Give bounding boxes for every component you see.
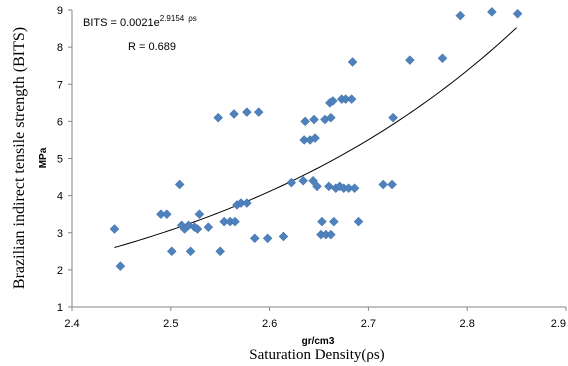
data-point xyxy=(387,179,397,190)
data-point xyxy=(317,216,327,227)
y-tick-label: 6 xyxy=(57,116,63,128)
y-tick-label: 1 xyxy=(57,302,63,314)
y-axis-title: Brazilian indirect tensile strength (BIT… xyxy=(11,27,28,289)
equation-prefix: BITS = 0.0021e xyxy=(83,17,160,29)
data-point xyxy=(300,116,311,127)
data-point xyxy=(203,222,214,233)
x-tick-label: 2.7 xyxy=(361,318,376,330)
data-point xyxy=(161,209,172,220)
y-tick-label: 5 xyxy=(57,154,63,166)
x-tick-label: 2.4 xyxy=(64,318,79,330)
data-point xyxy=(326,229,336,240)
equation-exponent: 2.9154 xyxy=(160,14,185,23)
r-value-label: R = 0.689 xyxy=(128,41,176,53)
x-axis-unit: gr/cm3 xyxy=(302,336,335,347)
data-point xyxy=(242,107,252,117)
data-point xyxy=(378,179,389,190)
data-points xyxy=(109,7,523,272)
x-tick-label: 2.6 xyxy=(262,318,277,330)
x-axis-title: Saturation Density(ρs) xyxy=(249,347,384,363)
data-point xyxy=(278,231,289,242)
data-point xyxy=(405,55,415,65)
y-tick-label: 7 xyxy=(57,79,63,91)
y-tick-label: 8 xyxy=(57,42,63,54)
data-point xyxy=(298,175,309,186)
data-point xyxy=(455,10,466,21)
data-point xyxy=(388,112,398,123)
equation-variable: ρs xyxy=(188,14,197,23)
data-point xyxy=(308,175,318,186)
data-point xyxy=(229,109,239,119)
data-point xyxy=(194,209,205,220)
data-point xyxy=(327,96,338,106)
data-point xyxy=(328,216,339,227)
y-tick-label: 9 xyxy=(57,5,63,17)
data-point xyxy=(353,216,364,227)
y-axis-unit: MPa xyxy=(38,147,49,168)
trendline-equation: BITS = 0.0021e2.9154 ρs xyxy=(83,14,197,29)
data-point xyxy=(309,114,319,125)
data-point xyxy=(262,233,273,244)
data-point xyxy=(215,246,226,257)
data-point xyxy=(346,94,357,104)
data-point xyxy=(349,183,360,194)
x-tick-label: 2.9 xyxy=(551,318,566,330)
data-point xyxy=(185,246,196,257)
y-ticks: 1 2 3 4 5 6 7 8 9 xyxy=(57,5,72,314)
data-point xyxy=(230,216,240,227)
y-tick-label: 2 xyxy=(57,265,63,277)
y-tick-label: 3 xyxy=(57,228,63,240)
data-point xyxy=(324,181,334,192)
data-point xyxy=(312,181,322,192)
y-tick-label: 4 xyxy=(57,191,63,203)
x-ticks: 2.4 2.5 2.6 2.7 2.8 2.9 xyxy=(64,307,567,330)
data-point xyxy=(166,246,177,257)
data-point xyxy=(310,133,320,143)
data-point xyxy=(192,224,203,234)
x-tick-label: 2.8 xyxy=(460,318,475,330)
data-point xyxy=(512,8,523,19)
data-point xyxy=(109,224,120,234)
plot-area: 1 2 3 4 5 6 7 8 9 2.4 2.5 2.6 2.7 2.8 2.9 xyxy=(57,5,567,330)
data-point xyxy=(242,198,252,208)
x-tick-label: 2.5 xyxy=(163,318,178,330)
data-point xyxy=(487,7,497,17)
data-point xyxy=(115,261,126,272)
data-point xyxy=(249,233,260,244)
data-point xyxy=(437,53,448,64)
data-point xyxy=(347,57,358,67)
data-point xyxy=(286,177,297,188)
data-point xyxy=(326,112,336,123)
data-point xyxy=(213,112,224,123)
data-point xyxy=(253,107,264,117)
data-point xyxy=(174,179,185,190)
